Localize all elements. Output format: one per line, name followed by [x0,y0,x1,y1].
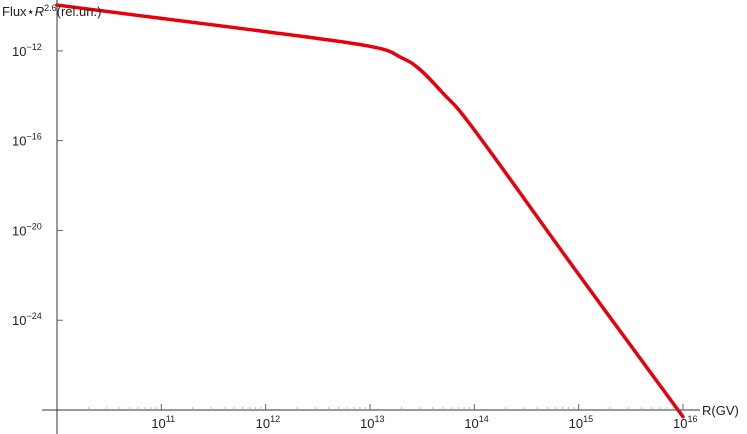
y-ticks: 10−12 10−16 10−20 10−24 [12,42,63,328]
series [55,3,685,419]
x-tick-label: 1012 [256,414,280,431]
y-label-suffix: (rel.un.) [57,4,102,19]
x-tick-label: 1015 [569,414,593,431]
x-tick-label: 1011 [151,414,175,431]
y-axis-label: Flux⋆R2.6(rel.un.) [2,3,101,19]
y-label-exponent: 2.6 [44,3,57,13]
x-ticks: 1011 1012 1013 1014 1015 1016 [151,404,697,431]
y-tick-label: 10−16 [12,132,42,149]
minor-ticks [88,407,679,410]
x-axis-label: R(GV) [702,403,739,418]
x-tick-label: 1013 [360,414,384,431]
y-label-prefix: Flux [2,4,27,19]
y-label-operator: ⋆ [27,4,35,19]
x-tick-label: 1014 [464,414,488,431]
y-tick-label: 10−24 [12,311,42,328]
y-tick-label: 10−12 [12,42,42,59]
y-label-variable: R [35,4,44,19]
axes [42,0,700,434]
x-tick-label: 1016 [673,414,697,431]
flux-series-line [55,3,685,419]
y-tick-label: 10−20 [12,221,42,238]
